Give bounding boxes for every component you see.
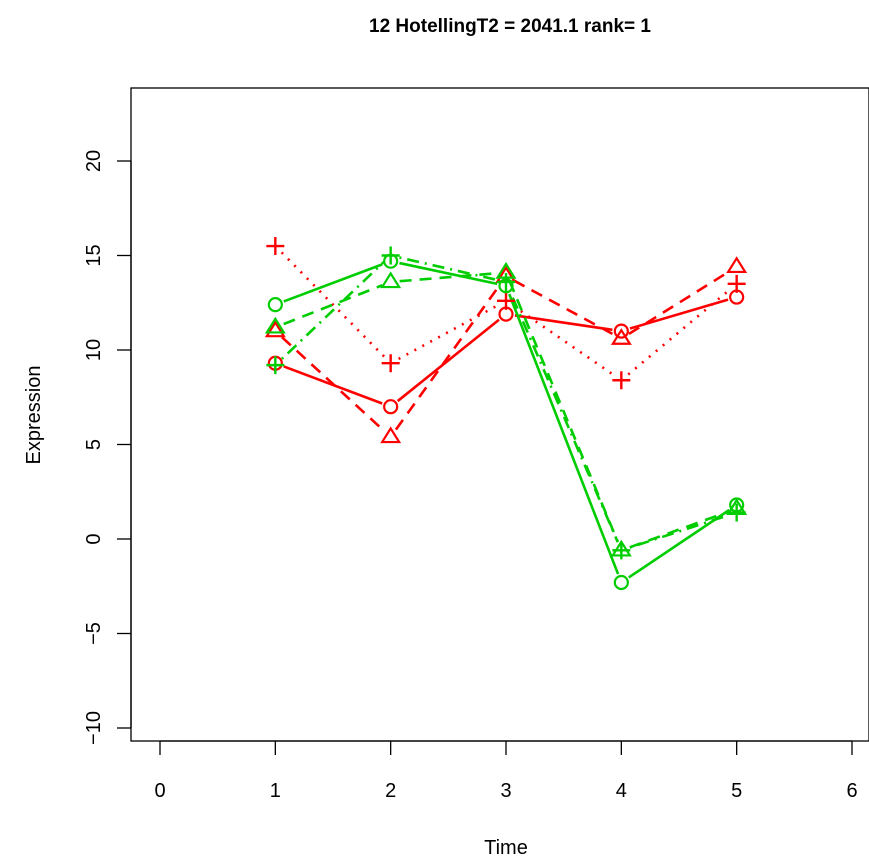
series-2-point (266, 237, 285, 256)
series-4-segment (629, 510, 729, 549)
series-1-segment (394, 282, 502, 431)
chart-title: 12 HotellingT2 = 2041.1 rank= 1 (369, 16, 651, 37)
series-5-point (266, 356, 285, 375)
series-0-segment (629, 298, 729, 330)
series-1-segment (281, 336, 385, 432)
series-5-point (612, 541, 631, 560)
y-tick-label: 0 (83, 533, 105, 544)
series-1-point (726, 256, 748, 274)
x-tick-label: 0 (154, 780, 165, 802)
series-4-point (264, 316, 286, 334)
series-3-segment (508, 293, 620, 575)
series-2-segment (397, 303, 499, 361)
series-5-segment (280, 260, 386, 360)
series-5-point (381, 246, 400, 265)
y-tick-label: 5 (83, 439, 105, 450)
y-tick-label: 20 (83, 150, 105, 172)
y-axis: −10 −5 0 5 10 15 20 (83, 150, 132, 745)
series-1-point (610, 328, 632, 345)
y-tick-label: −5 (83, 622, 105, 645)
x-axis: 0 1 2 3 4 5 6 (154, 740, 858, 802)
x-tick-label: 4 (616, 780, 627, 802)
series-5-segment (399, 256, 498, 282)
y-tick-label: −10 (83, 711, 105, 745)
series-5-segment (508, 289, 619, 543)
series-3-point (267, 297, 283, 313)
series-3-point (613, 574, 629, 591)
series-0-point (613, 323, 629, 339)
series-0-segment (396, 318, 500, 403)
series-2-point (381, 354, 400, 373)
series-lines (280, 251, 731, 579)
series-1-point (264, 320, 286, 338)
series-5-segment (629, 514, 729, 549)
plot-frame (130, 87, 869, 742)
series-4-segment (283, 284, 383, 326)
series-markers (264, 237, 748, 591)
x-tick-label: 1 (270, 780, 281, 802)
y-axis-label: Expression (23, 366, 45, 465)
x-axis-label: Time (484, 837, 528, 859)
series-2-point (727, 274, 746, 293)
y-tick-label: 15 (83, 244, 105, 266)
series-3-segment (399, 261, 498, 286)
x-tick-label: 5 (731, 780, 742, 802)
series-4-point (380, 271, 402, 289)
series-3-segment (283, 263, 383, 303)
x-tick-label: 3 (500, 780, 511, 802)
series-2-point (497, 291, 515, 310)
x-tick-label: 2 (385, 780, 396, 802)
series-5-point (727, 503, 746, 522)
y-tick-label: 10 (83, 339, 105, 361)
series-2-segment (280, 251, 386, 358)
series-2-segment (627, 288, 731, 376)
series-4-segment (508, 280, 620, 543)
series-1-point (380, 426, 402, 444)
series-2-point (612, 371, 631, 390)
series-0-segment (514, 314, 613, 332)
series-5-point (497, 272, 515, 291)
series-4-segment (399, 271, 498, 283)
x-tick-label: 6 (846, 780, 857, 802)
series-0-point (383, 399, 399, 415)
